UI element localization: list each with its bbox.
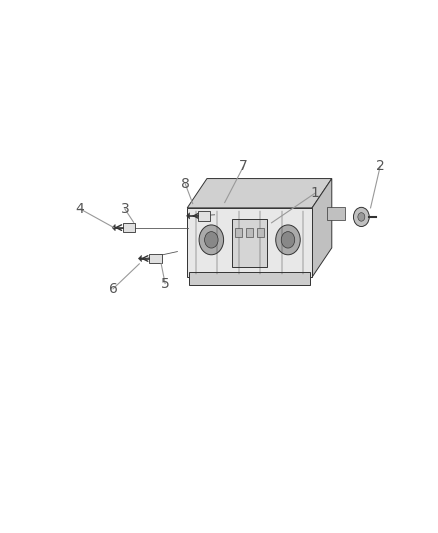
Circle shape (281, 232, 295, 248)
Text: 8: 8 (181, 177, 190, 191)
Polygon shape (198, 211, 210, 221)
Polygon shape (187, 179, 332, 208)
Circle shape (199, 225, 223, 255)
Text: 3: 3 (120, 202, 129, 216)
Polygon shape (112, 224, 115, 231)
Polygon shape (138, 255, 141, 262)
Circle shape (276, 225, 300, 255)
Circle shape (358, 213, 365, 221)
Text: 1: 1 (311, 186, 320, 200)
Polygon shape (187, 208, 312, 277)
Bar (327, 207, 345, 220)
Text: 4: 4 (76, 202, 85, 216)
Text: 2: 2 (376, 159, 385, 173)
Text: 7: 7 (239, 159, 248, 173)
Circle shape (353, 207, 369, 227)
Polygon shape (187, 213, 190, 219)
Polygon shape (312, 179, 332, 277)
Bar (232, 219, 267, 266)
Text: 5: 5 (161, 277, 170, 290)
Polygon shape (149, 254, 162, 263)
Bar (257, 228, 264, 237)
Text: 6: 6 (109, 282, 117, 296)
Polygon shape (123, 223, 135, 232)
Circle shape (205, 232, 218, 248)
Bar (189, 272, 310, 285)
Bar (235, 228, 242, 237)
Bar (246, 228, 253, 237)
